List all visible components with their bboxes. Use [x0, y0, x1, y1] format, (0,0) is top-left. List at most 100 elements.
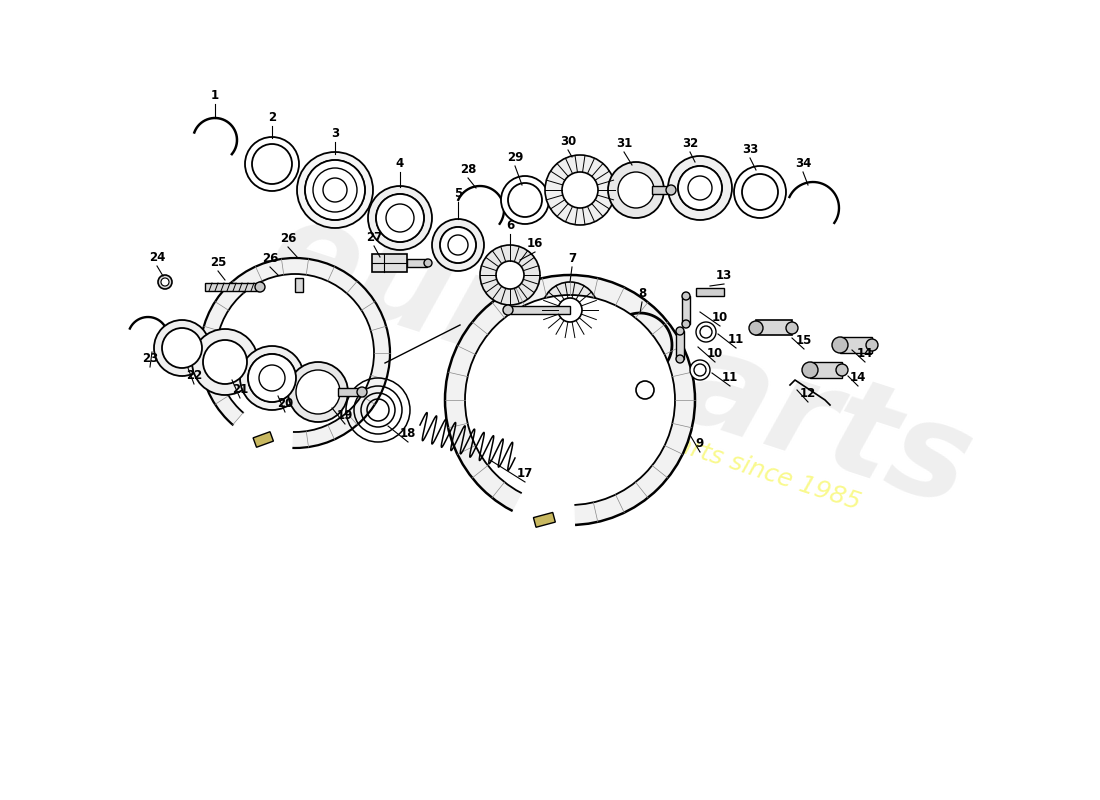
Circle shape	[666, 185, 676, 195]
Circle shape	[678, 166, 722, 210]
Text: 12: 12	[800, 387, 816, 400]
Text: 26: 26	[279, 232, 296, 245]
Circle shape	[480, 245, 540, 305]
Text: 27: 27	[366, 231, 382, 244]
Circle shape	[448, 235, 468, 255]
Circle shape	[323, 178, 346, 202]
Circle shape	[690, 360, 710, 380]
Text: 24: 24	[148, 251, 165, 264]
Text: 5: 5	[454, 187, 462, 200]
Circle shape	[500, 176, 549, 224]
Circle shape	[618, 172, 654, 208]
Circle shape	[158, 275, 172, 289]
Text: 10: 10	[712, 311, 728, 324]
Circle shape	[496, 261, 524, 289]
Circle shape	[446, 275, 695, 525]
Circle shape	[676, 327, 684, 335]
Circle shape	[258, 365, 285, 391]
Text: 11: 11	[722, 371, 738, 384]
Text: 28: 28	[460, 163, 476, 176]
Bar	[696, 288, 724, 296]
Circle shape	[542, 282, 598, 338]
Text: 20: 20	[277, 397, 293, 410]
Text: 10: 10	[707, 347, 723, 360]
Text: 11: 11	[728, 333, 744, 346]
Text: 9: 9	[696, 437, 704, 450]
Bar	[534, 513, 556, 527]
Circle shape	[508, 183, 542, 217]
Text: 23: 23	[142, 352, 158, 365]
Circle shape	[749, 321, 763, 335]
Circle shape	[440, 227, 476, 263]
Bar	[756, 320, 792, 335]
Circle shape	[248, 354, 296, 402]
Text: 3: 3	[331, 127, 339, 140]
Circle shape	[162, 328, 202, 368]
Circle shape	[248, 354, 296, 402]
Bar	[682, 296, 690, 324]
Circle shape	[358, 387, 367, 397]
Text: 15: 15	[795, 334, 812, 347]
Circle shape	[558, 298, 582, 322]
Bar	[810, 362, 842, 378]
Circle shape	[700, 326, 712, 338]
Circle shape	[631, 376, 659, 404]
Bar	[295, 278, 302, 292]
Circle shape	[204, 340, 248, 384]
Circle shape	[682, 292, 690, 300]
Text: europarts: europarts	[253, 187, 987, 533]
Text: 14: 14	[857, 347, 873, 360]
Text: 8: 8	[638, 287, 646, 300]
Circle shape	[608, 162, 664, 218]
Bar	[407, 259, 427, 267]
Text: 34: 34	[795, 157, 811, 170]
Circle shape	[786, 322, 798, 334]
Text: 17: 17	[517, 467, 534, 480]
Circle shape	[323, 178, 346, 202]
Circle shape	[742, 174, 778, 210]
Circle shape	[866, 339, 878, 351]
Circle shape	[832, 337, 848, 353]
Circle shape	[836, 364, 848, 376]
Text: 18: 18	[399, 427, 416, 440]
Circle shape	[688, 176, 712, 200]
Circle shape	[668, 156, 732, 220]
Circle shape	[216, 274, 374, 432]
Text: 14: 14	[850, 371, 866, 384]
Circle shape	[296, 370, 340, 414]
Text: 16: 16	[527, 237, 543, 250]
Text: 31: 31	[616, 137, 632, 150]
Circle shape	[802, 362, 818, 378]
Text: 2: 2	[268, 111, 276, 124]
Circle shape	[694, 364, 706, 376]
Text: 25: 25	[210, 256, 227, 269]
Circle shape	[386, 204, 414, 232]
Text: 6: 6	[506, 219, 514, 232]
Text: 19: 19	[337, 409, 353, 422]
Circle shape	[682, 320, 690, 328]
Text: a passion for parts since 1985: a passion for parts since 1985	[497, 375, 864, 514]
Text: 32: 32	[682, 137, 698, 150]
Bar	[510, 306, 570, 314]
Circle shape	[544, 155, 615, 225]
Wedge shape	[512, 489, 574, 528]
Circle shape	[245, 137, 299, 191]
Circle shape	[440, 227, 476, 263]
Text: 4: 4	[396, 157, 404, 170]
Circle shape	[696, 322, 716, 342]
Circle shape	[305, 160, 365, 220]
Circle shape	[424, 259, 432, 267]
Circle shape	[288, 362, 348, 422]
Circle shape	[562, 172, 598, 208]
Circle shape	[376, 194, 424, 242]
Circle shape	[386, 204, 414, 232]
Text: 1: 1	[211, 89, 219, 102]
Text: 33: 33	[741, 143, 758, 156]
Circle shape	[297, 152, 373, 228]
Circle shape	[200, 258, 390, 448]
Text: 29: 29	[507, 151, 524, 164]
Circle shape	[161, 278, 169, 286]
Circle shape	[305, 160, 365, 220]
Bar	[205, 283, 260, 291]
Circle shape	[734, 166, 786, 218]
